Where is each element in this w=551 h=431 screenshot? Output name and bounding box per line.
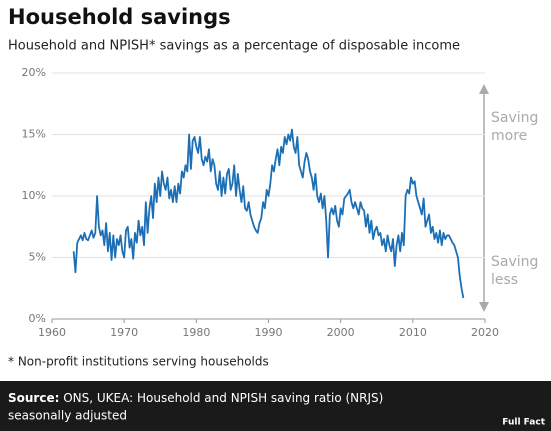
y-tick-label: 5% [29,251,46,264]
chart-subtitle: Household and NPISH* savings as a percen… [8,39,460,54]
annotation: Saving [491,254,538,270]
x-tick-label: 2000 [327,326,355,339]
series-line [72,128,465,299]
x-tick-label: 2020 [471,326,499,339]
annotation: more [491,128,527,144]
x-tick-label: 1960 [38,326,66,339]
x-tick-label: 1990 [255,326,283,339]
x-tick-label: 2010 [399,326,427,339]
y-tick-label: 0% [29,312,46,325]
annotation: less [491,272,518,288]
footnote: * Non-profit institutions serving househ… [8,355,269,369]
source-label: Source: [8,391,59,405]
logo: Full Fact [502,418,545,428]
annotation: Saving [491,110,538,126]
chart-title: Household savings [8,5,231,29]
x-tick-label: 1970 [110,326,138,339]
footer [0,381,551,431]
y-tick-label: 15% [22,128,46,141]
source: Source: ONS, UKEA: Household and NPISH s… [8,391,383,405]
y-tick-label: 20% [22,66,46,79]
x-tick-label: 1980 [182,326,210,339]
y-tick-label: 10% [22,189,46,202]
source-text: seasonally adjusted [8,409,127,423]
source-text: ONS, UKEA: Household and NPISH saving ra… [63,391,383,405]
